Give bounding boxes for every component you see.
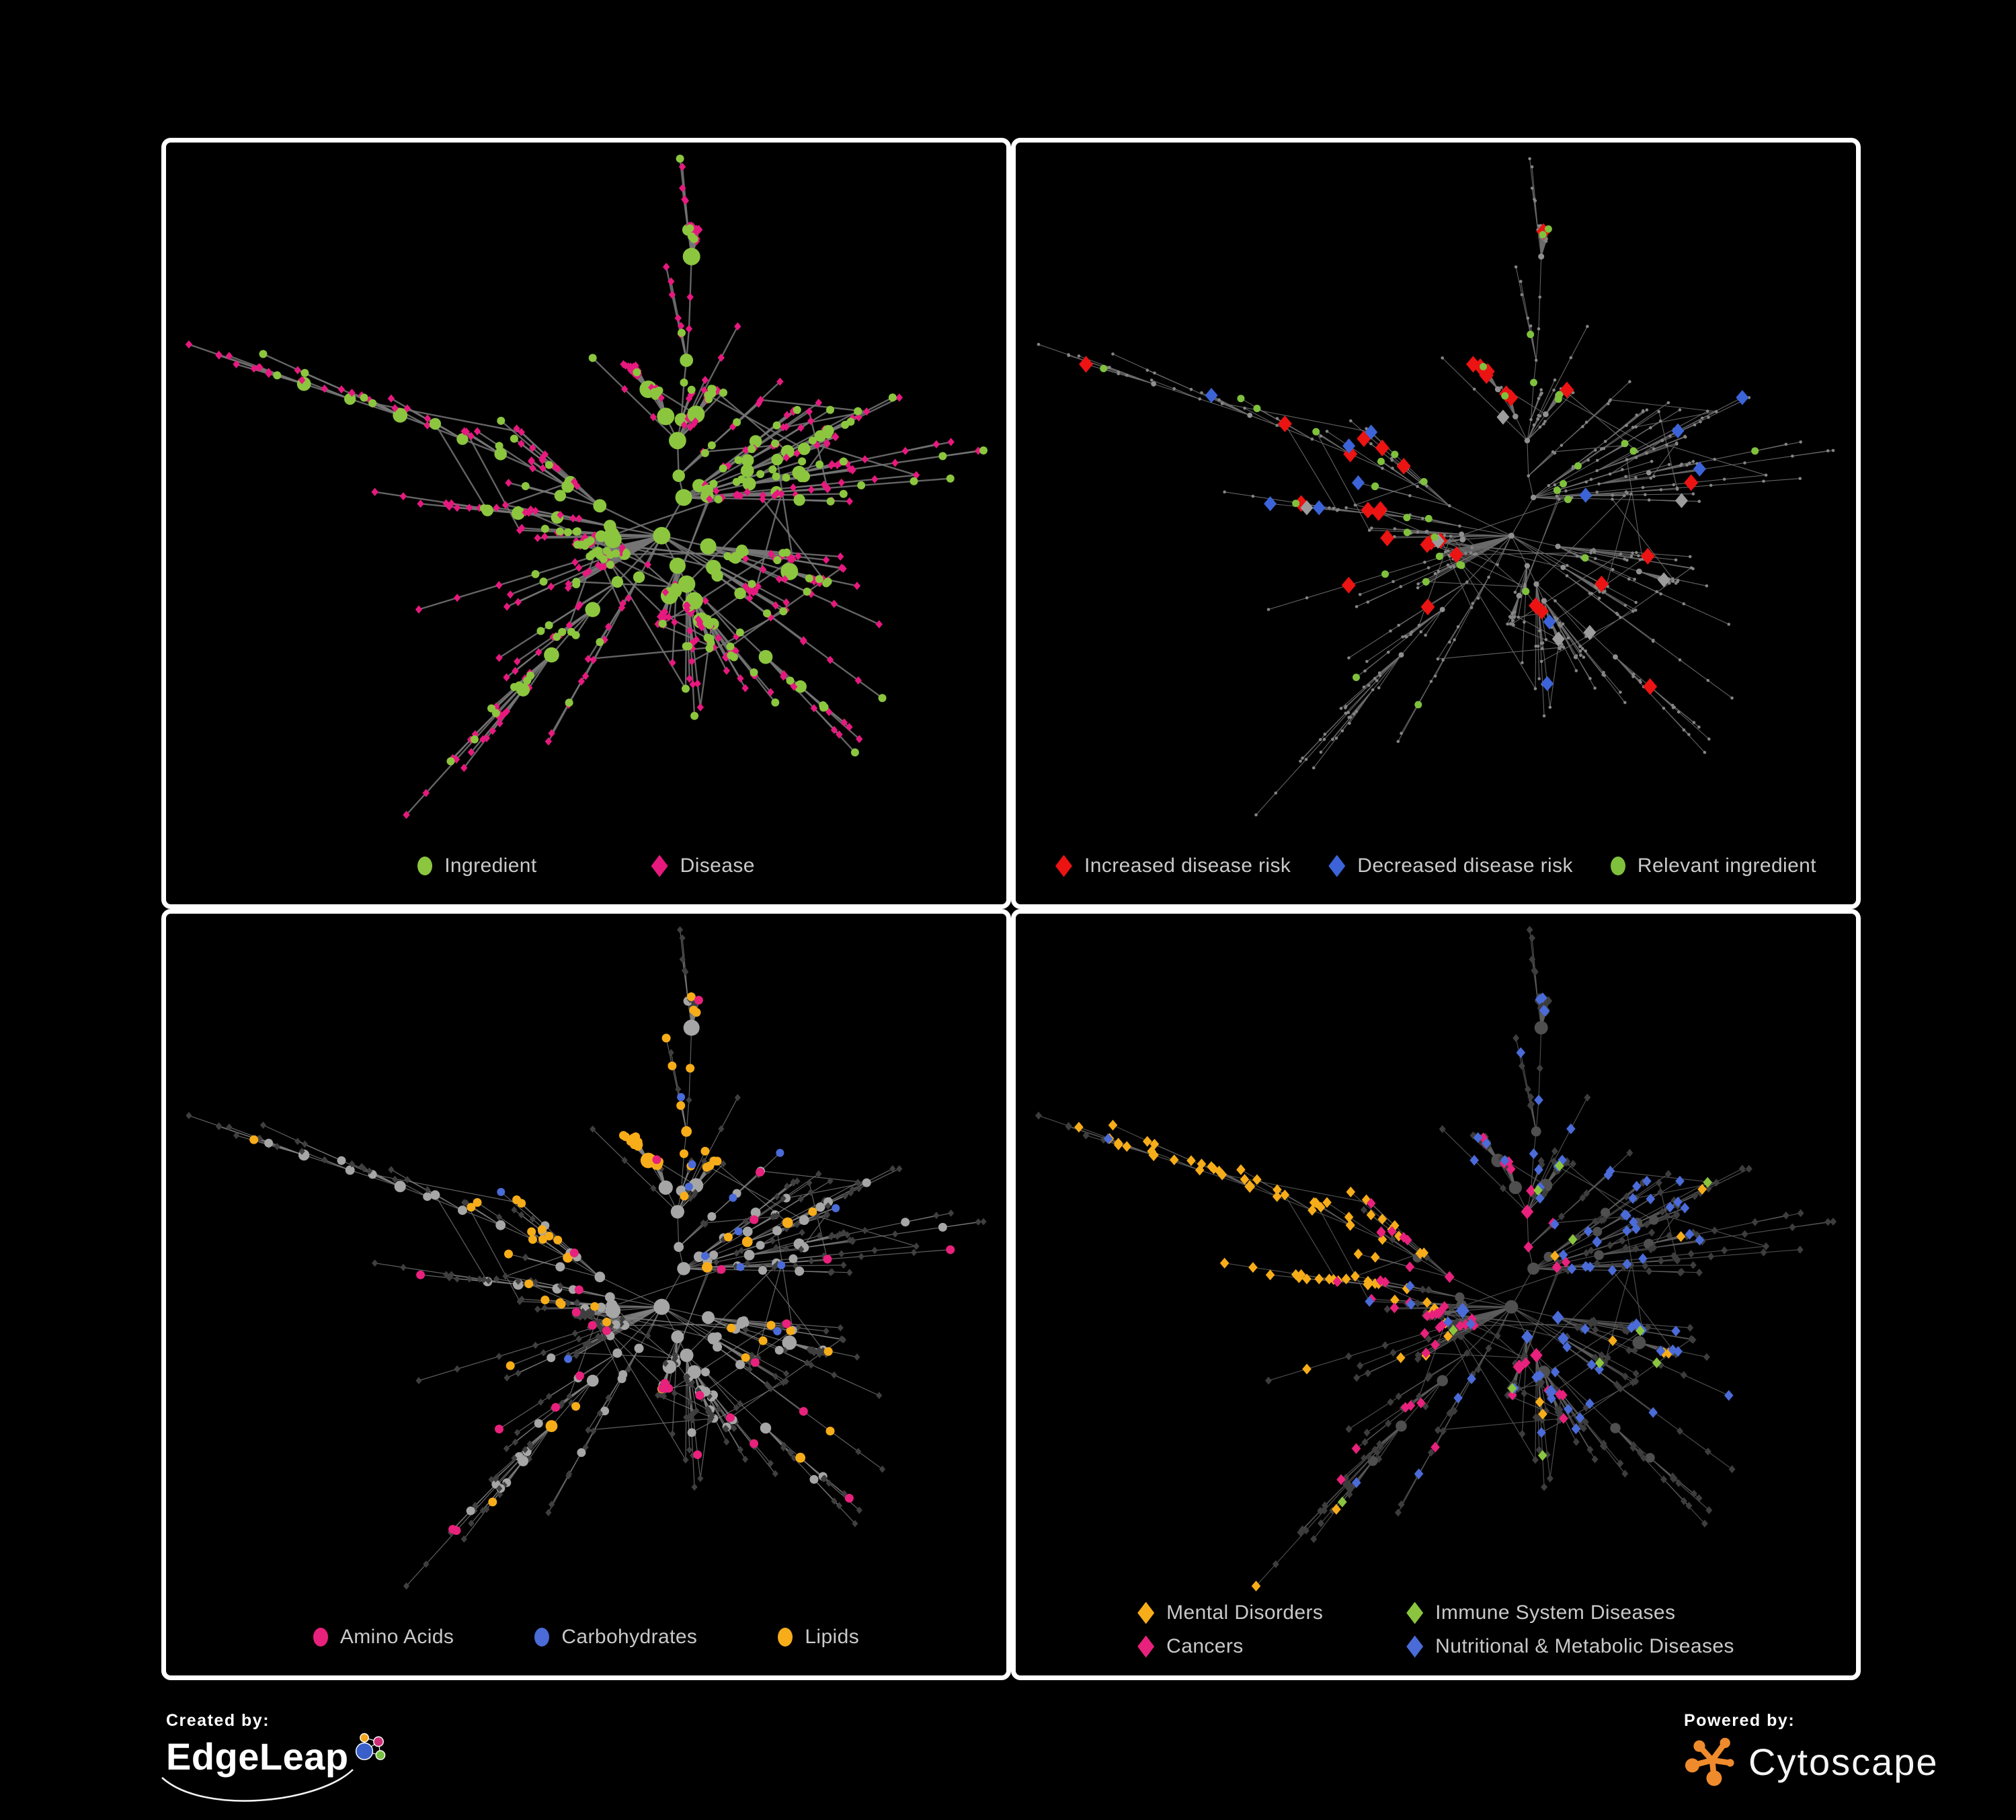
- legend-swatch-amino-acids: [313, 1628, 328, 1647]
- edgeleap-logo-icon: [355, 1733, 385, 1760]
- panel-nutrient-classes: Amino Acids Carbohydrates Lipids: [161, 909, 1011, 1680]
- network-graph-disease-risk: [1037, 157, 1835, 817]
- created-by-label: Created by:: [166, 1711, 270, 1730]
- legend-item: Ingredient: [417, 855, 536, 877]
- network-graph-ingredients-diseases: [185, 155, 988, 820]
- network-graph-nutrient-classes: [186, 926, 987, 1590]
- legend-label-increased-risk: Increased disease risk: [1084, 855, 1291, 877]
- cytoscape-logo-icon: [1685, 1737, 1734, 1786]
- legend-ingredients-diseases: Ingredient Disease: [166, 855, 1006, 877]
- legend-swatch-nutritional-metabolic: [1406, 1635, 1424, 1658]
- panel-ingredients-diseases: Ingredient Disease: [161, 138, 1011, 909]
- legend-item: Immune System Diseases: [1406, 1601, 1734, 1624]
- legend-swatch-ingredient: [417, 857, 433, 875]
- legend-swatch-decreased-risk: [1328, 855, 1346, 877]
- legend-label-mental-disorders: Mental Disorders: [1166, 1601, 1324, 1624]
- legend-swatch-immune-diseases: [1406, 1601, 1424, 1624]
- legend-disease-classes: Mental Disorders Immune System Diseases …: [1016, 1601, 1856, 1658]
- cytoscape-credit: Powered by: Cytoscape: [1684, 1711, 1939, 1791]
- legend-swatch-cancers: [1137, 1635, 1155, 1658]
- network-graph-disease-classes: [1035, 926, 1837, 1591]
- legend-label-disease: Disease: [680, 855, 755, 877]
- legend-item: Disease: [651, 855, 755, 877]
- legend-item: Relevant ingredient: [1610, 855, 1816, 877]
- legend-label-lipids: Lipids: [805, 1626, 860, 1648]
- legend-label-immune-diseases: Immune System Diseases: [1435, 1601, 1676, 1624]
- legend-label-relevant-ingredient: Relevant ingredient: [1637, 855, 1816, 877]
- legend-label-carbohydrates: Carbohydrates: [561, 1626, 698, 1648]
- legend-item: Lipids: [778, 1626, 859, 1649]
- figure-grid: Ingredient Disease Increased disease ris…: [161, 138, 1861, 1680]
- panel-disease-classes: Mental Disorders Immune System Diseases …: [1011, 909, 1861, 1680]
- legend-swatch-lipids: [778, 1628, 793, 1647]
- edgeleap-wordmark: EdgeLeap: [166, 1735, 349, 1778]
- footer: Created by: EdgeLeap Powered: [0, 1680, 2016, 1820]
- legend-item: Decreased disease risk: [1328, 855, 1573, 877]
- legend-item: Cancers: [1137, 1635, 1406, 1658]
- legend-item: Increased disease risk: [1055, 855, 1291, 877]
- legend-label-amino-acids: Amino Acids: [339, 1626, 454, 1648]
- powered-by-label: Powered by:: [1684, 1711, 1796, 1730]
- legend-swatch-mental-disorders: [1137, 1601, 1155, 1624]
- edgeleap-credit: Created by: EdgeLeap: [161, 1711, 388, 1802]
- cytoscape-wordmark: Cytoscape: [1748, 1741, 1939, 1783]
- legend-item: Mental Disorders: [1137, 1601, 1406, 1624]
- legend-label-ingredient: Ingredient: [444, 855, 537, 877]
- legend-item: Carbohydrates: [534, 1626, 697, 1649]
- legend-label-nutritional-metabolic: Nutritional & Metabolic Diseases: [1435, 1635, 1734, 1657]
- legend-item: Nutritional & Metabolic Diseases: [1406, 1635, 1734, 1658]
- legend-swatch-increased-risk: [1055, 855, 1072, 877]
- legend-disease-risk: Increased disease risk Decreased disease…: [1016, 855, 1856, 877]
- legend-label-decreased-risk: Decreased disease risk: [1357, 855, 1573, 877]
- legend-swatch-disease: [651, 855, 668, 877]
- legend-item: Amino Acids: [313, 1626, 454, 1649]
- panel-disease-risk: Increased disease risk Decreased disease…: [1011, 138, 1861, 909]
- legend-nutrient-classes: Amino Acids Carbohydrates Lipids: [166, 1626, 1006, 1649]
- legend-swatch-relevant-ingredient: [1610, 857, 1625, 875]
- legend-label-cancers: Cancers: [1166, 1635, 1244, 1657]
- legend-swatch-carbohydrates: [534, 1628, 550, 1647]
